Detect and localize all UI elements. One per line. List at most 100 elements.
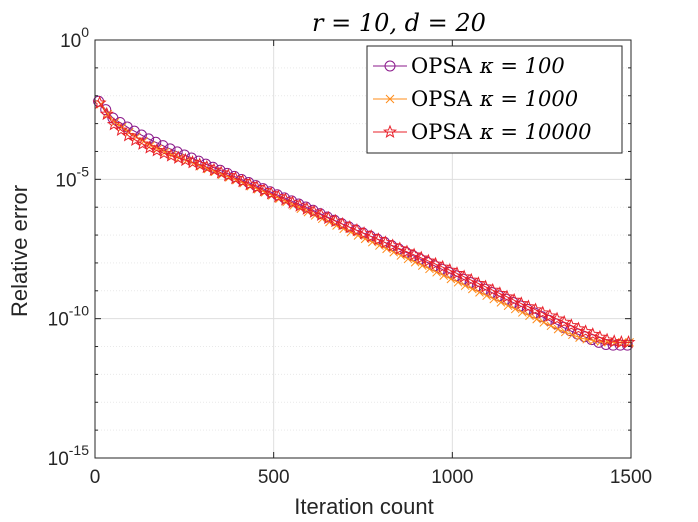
y-tick-base: 10 — [55, 170, 76, 191]
data-point-star — [592, 329, 607, 344]
data-point-star — [521, 299, 536, 313]
data-point-star — [442, 262, 457, 277]
data-point-star — [249, 180, 264, 194]
x-axis-label: Iteration count — [294, 494, 433, 519]
data-point-star — [128, 132, 143, 147]
data-point-star — [385, 238, 400, 252]
data-point-star — [392, 241, 407, 255]
data-point-star — [471, 276, 486, 290]
legend-label: OPSA κ = 100 — [411, 54, 565, 78]
y-tick-label: 100 — [60, 24, 89, 52]
data-point-circle — [200, 158, 212, 170]
data-point-star — [364, 229, 379, 243]
data-point-star — [342, 219, 357, 234]
data-point-star — [600, 332, 615, 346]
y-tick-label: 10-5 — [55, 163, 89, 191]
data-point-star — [399, 244, 414, 258]
data-point-circle — [384, 60, 396, 72]
legend-box — [366, 45, 623, 154]
legend-entry: OPSA κ = 10000 — [373, 120, 591, 144]
data-point-star — [149, 143, 164, 157]
data-point-star — [485, 282, 500, 297]
y-tick-exponent: -15 — [69, 442, 89, 458]
data-point-star — [307, 204, 322, 218]
data-point-star — [335, 216, 350, 231]
legend-label: OPSA κ = 10000 — [411, 120, 591, 144]
data-point-star — [228, 170, 243, 185]
data-point-star — [314, 207, 329, 222]
data-point-star — [571, 321, 586, 335]
data-point-star — [235, 173, 250, 188]
y-tick-exponent: 0 — [81, 24, 89, 40]
x-tick-label: 500 — [258, 467, 290, 488]
data-point-star — [114, 122, 129, 136]
data-point-star — [349, 222, 364, 237]
legend-kappa: κ = 1000 — [479, 87, 578, 111]
data-point-star — [321, 210, 336, 225]
legend-prefix: OPSA — [411, 120, 473, 144]
data-point-star — [557, 314, 572, 329]
data-point-star — [542, 308, 557, 322]
ticks — [94, 39, 632, 459]
data-point-star — [299, 201, 314, 215]
series-3 — [92, 95, 636, 349]
data-point-star — [371, 232, 386, 246]
data-point-star — [414, 250, 429, 264]
data-point-star — [199, 159, 214, 174]
data-point-star — [242, 177, 257, 191]
y-tick-base: 10 — [60, 31, 81, 52]
data-point-star — [378, 235, 393, 249]
data-point-star — [457, 269, 472, 283]
y-tick-exponent: -5 — [77, 163, 90, 179]
data-point-star — [257, 183, 272, 197]
data-point-star — [464, 272, 479, 287]
y-tick-label: 10-10 — [48, 303, 90, 331]
y-tick-exponent: -10 — [69, 303, 89, 319]
data-point-star — [357, 226, 372, 240]
data-point-circle — [193, 155, 205, 167]
data-point-star — [607, 334, 622, 348]
x-tick-label: 1000 — [431, 467, 473, 488]
y-tick-label: 10-15 — [48, 442, 90, 470]
y-axis-label: Relative error — [7, 185, 32, 317]
data-point-star — [507, 292, 522, 307]
data-point-star — [271, 189, 286, 203]
legend-prefix: OPSA — [411, 87, 473, 111]
data-point-star — [428, 256, 443, 271]
data-point-star — [121, 128, 136, 142]
data-point-x — [385, 94, 395, 104]
data-point-star — [292, 198, 307, 212]
legend-kappa: κ = 100 — [479, 54, 565, 78]
data-point-star — [578, 324, 593, 338]
data-point-star — [492, 286, 507, 300]
data-point-star — [435, 259, 450, 274]
data-point-star — [171, 150, 186, 164]
data-point-star — [328, 213, 343, 228]
data-point-circle — [100, 104, 112, 116]
data-point-star — [285, 195, 300, 209]
y-tick-base: 10 — [48, 449, 69, 470]
y-tick-base: 10 — [48, 310, 69, 331]
legend-label: OPSA κ = 1000 — [411, 87, 578, 111]
data-point-star — [535, 305, 550, 319]
data-point-star — [449, 266, 464, 280]
data-point-star — [214, 165, 229, 179]
data-point-star — [185, 155, 200, 169]
data-point-star — [99, 106, 114, 121]
data-point-star — [221, 168, 236, 182]
data-point-star — [106, 117, 121, 131]
data-point-star — [528, 302, 543, 316]
data-point-star — [156, 145, 171, 160]
data-point-star — [564, 318, 579, 332]
data-point-star — [135, 136, 150, 150]
x-tick-label: 0 — [90, 467, 101, 488]
data-point-star — [499, 289, 515, 303]
data-point-star — [192, 157, 207, 171]
data-point-star — [478, 279, 493, 293]
legend-kappa: κ = 10000 — [479, 120, 592, 144]
data-point-star — [550, 311, 565, 325]
data-point-star — [621, 334, 636, 349]
data-point-star — [585, 327, 600, 341]
